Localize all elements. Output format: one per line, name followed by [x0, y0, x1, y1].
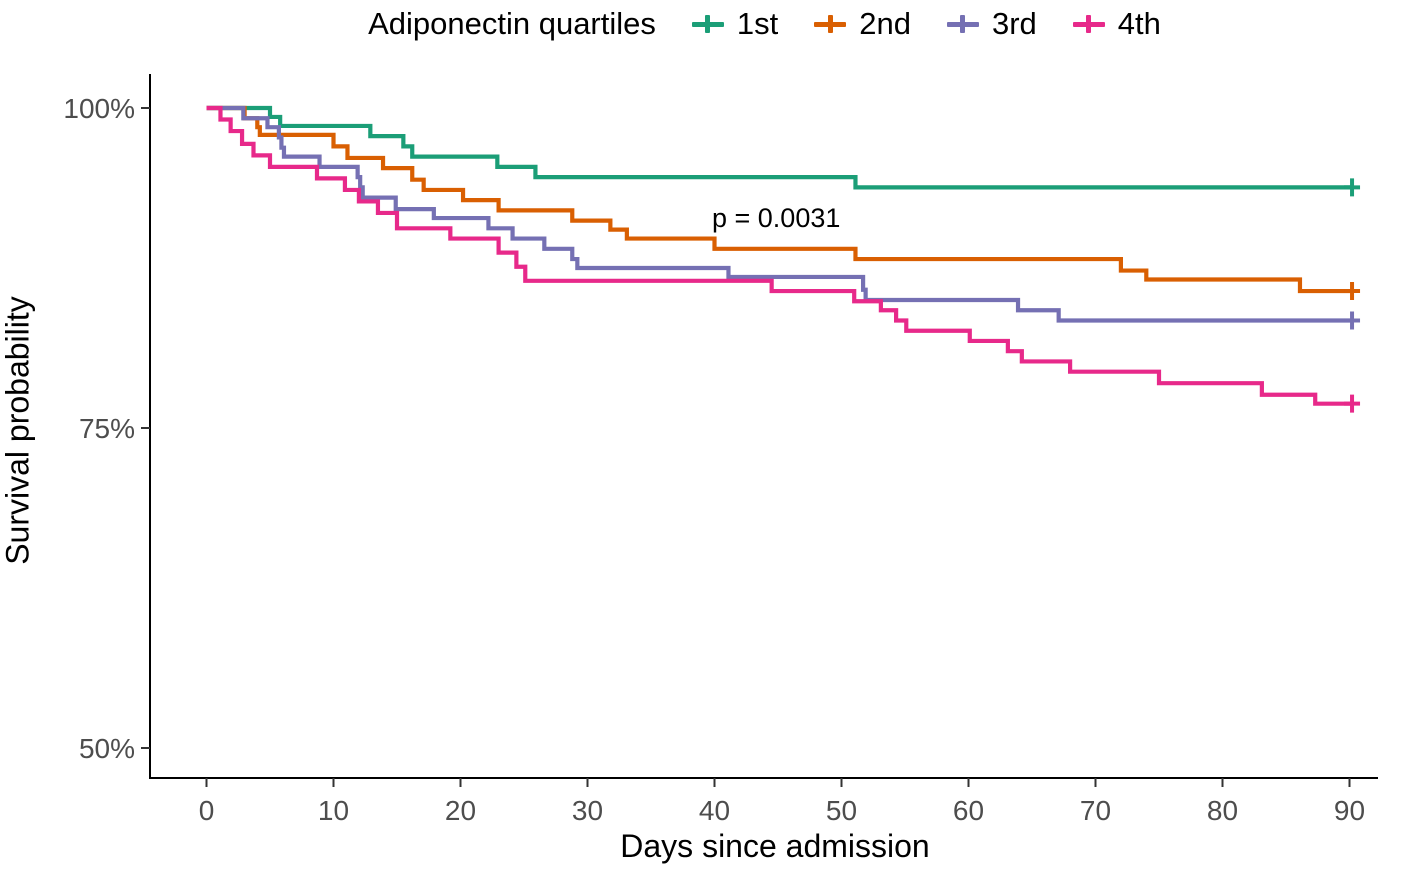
x-axis-title: Days since admission: [620, 828, 930, 864]
legend-item-3rd: 3rd: [946, 6, 1037, 42]
y-tick-label: 50%: [79, 733, 135, 764]
x-tick-label: 50: [826, 795, 857, 826]
plus-marker-icon: [814, 13, 847, 35]
survival-curve-3rd: [206, 105, 1353, 323]
x-tick-label: 40: [699, 795, 730, 826]
censor-mark-1st: [1344, 178, 1361, 197]
p-value-annotation: p = 0.0031: [712, 203, 841, 233]
survival-curve-4th: [206, 105, 1353, 406]
legend-label: 2nd: [859, 6, 911, 41]
legend-label: 1st: [736, 6, 779, 41]
x-tick-label: 90: [1334, 795, 1365, 826]
legend-label: 4th: [1117, 6, 1161, 41]
plus-marker-icon: [1072, 13, 1105, 35]
plus-marker-icon: [691, 13, 724, 35]
legend-label: 3rd: [991, 6, 1037, 41]
y-tick-label: 100%: [63, 93, 135, 124]
x-tick-label: 80: [1207, 795, 1238, 826]
legend: Adiponectin quartiles 1st 2nd 3rd 4th: [150, 0, 1379, 48]
y-axis-title: Survival probability: [0, 296, 36, 565]
x-tick-label: 30: [572, 795, 603, 826]
plus-marker-icon: [946, 13, 979, 35]
x-tick-label: 70: [1080, 795, 1111, 826]
y-tick-label: 75%: [79, 413, 135, 444]
legend-item-4th: 4th: [1072, 6, 1161, 42]
survival-curve-1st: [206, 105, 1353, 190]
legend-item-2nd: 2nd: [814, 6, 911, 42]
x-tick-label: 10: [318, 795, 349, 826]
survival-curve-2nd: [206, 105, 1353, 294]
legend-title: Adiponectin quartiles: [368, 6, 656, 41]
censor-mark-4th: [1344, 394, 1361, 413]
legend-item-1st: 1st: [691, 6, 779, 42]
censor-mark-3rd: [1344, 311, 1361, 330]
x-tick-label: 60: [953, 795, 984, 826]
x-tick-label: 20: [445, 795, 476, 826]
censor-mark-2nd: [1344, 282, 1361, 301]
x-tick-label: 0: [199, 795, 215, 826]
